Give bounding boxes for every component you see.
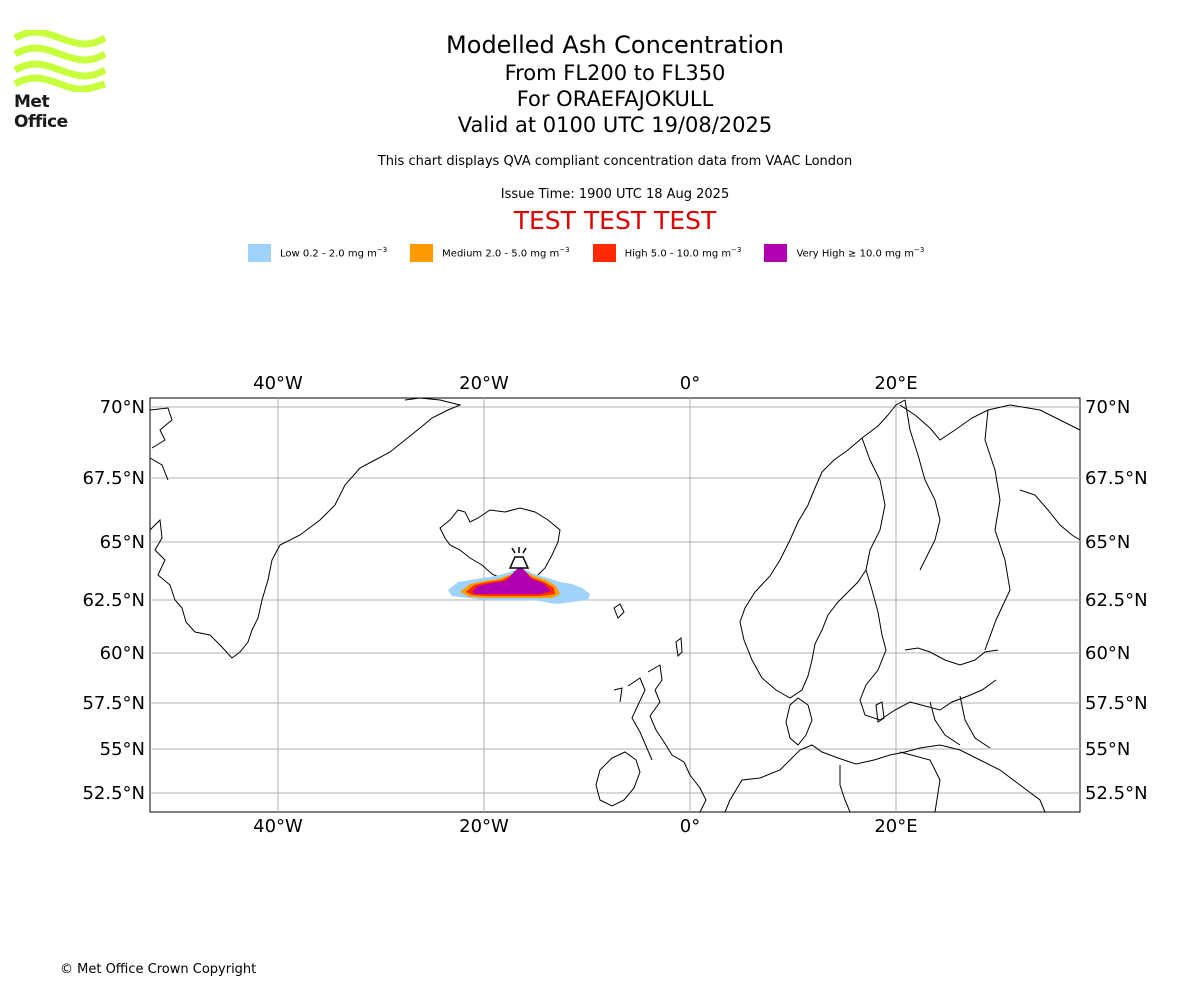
ash-map: 40°W 20°W 0° 20°E 40°W 20°W 0° 20°E 70°N… xyxy=(82,373,1148,837)
ash-very-high xyxy=(472,566,551,594)
map-panel: 40°W 20°W 0° 20°E 40°W 20°W 0° 20°E 70°N… xyxy=(0,360,1200,840)
coastline-greenland xyxy=(149,397,462,659)
lat-tick-right: 55°N xyxy=(1085,739,1130,760)
lon-tick-bottom: 0° xyxy=(680,816,700,837)
lat-tick-left: 67.5°N xyxy=(82,468,145,489)
flight-level-range: From FL200 to FL350 xyxy=(504,61,726,85)
volcano-icon xyxy=(508,547,530,569)
copyright-footer: © Met Office Crown Copyright xyxy=(60,962,257,977)
coastline-kola xyxy=(1019,489,1081,541)
legend-label: Very High ≥ 10.0 mg m−3 xyxy=(796,246,925,260)
met-office-logo: Met Office xyxy=(14,30,108,132)
issue-time: Issue Time: 1900 UTC 18 Aug 2025 xyxy=(500,187,730,202)
coastline-gotland xyxy=(875,701,885,723)
logo-text: Met Office xyxy=(14,92,68,132)
legend-swatch xyxy=(248,244,271,262)
legend-swatch xyxy=(592,244,616,262)
legend-item-very-high: Very High ≥ 10.0 mg m−3 xyxy=(764,244,924,262)
lon-tick-top: 40°W xyxy=(253,373,303,394)
legend-swatch xyxy=(410,244,434,262)
legend-swatch xyxy=(764,244,788,262)
coastline-faroe xyxy=(613,603,625,619)
coastline-great-britain xyxy=(613,664,707,813)
legend-label: Medium 2.0 - 5.0 mg m−3 xyxy=(442,246,570,260)
lon-tick-bottom: 20°W xyxy=(459,816,509,837)
gridlines xyxy=(150,398,1080,812)
legend-label: High 5.0 - 10.0 mg m−3 xyxy=(624,246,742,260)
chart-title: Modelled Ash Concentration xyxy=(446,31,784,59)
lon-tick-top: 20°W xyxy=(459,373,509,394)
lat-tick-right: 65°N xyxy=(1085,532,1130,553)
legend-item-high: High 5.0 - 10.0 mg m−3 xyxy=(592,244,742,262)
lat-tick-left: 70°N xyxy=(100,397,145,418)
lat-tick-left: 55°N xyxy=(100,739,145,760)
lat-tick-right: 57.5°N xyxy=(1085,693,1148,714)
lat-tick-right: 70°N xyxy=(1085,397,1130,418)
legend-item-low: Low 0.2 - 2.0 mg m−3 xyxy=(248,244,387,262)
lat-tick-right: 62.5°N xyxy=(1085,590,1148,611)
lat-tick-left: 62.5°N xyxy=(82,590,145,611)
lat-tick-left: 65°N xyxy=(100,532,145,553)
ash-cloud xyxy=(448,566,590,604)
chart-header: Modelled Ash Concentration From FL200 to… xyxy=(0,30,1200,235)
border-poland xyxy=(839,751,941,813)
coastlines xyxy=(149,397,1081,813)
lon-tick-top: 20°E xyxy=(874,373,917,394)
map-frame xyxy=(149,397,1081,813)
border-finland-russia xyxy=(984,409,1011,651)
lat-tick-left: 60°N xyxy=(100,643,145,664)
legend: Low 0.2 - 2.0 mg m−3 Medium 2.0 - 5.0 mg… xyxy=(248,244,924,262)
coastline-iceland xyxy=(439,507,561,583)
lat-tick-left: 57.5°N xyxy=(82,693,145,714)
met-office-waves-icon xyxy=(14,30,106,92)
test-banner: TEST TEST TEST xyxy=(513,206,717,235)
coastline-europe xyxy=(724,744,1046,813)
lon-tick-top: 0° xyxy=(680,373,700,394)
border-sweden-finland xyxy=(904,399,941,571)
volcano-name: For ORAEFAJOKULL xyxy=(516,87,714,111)
coastline-scandinavia xyxy=(739,399,906,699)
lat-tick-left: 52.5°N xyxy=(82,783,145,804)
coastline-ireland xyxy=(595,751,641,807)
lat-tick-right: 52.5°N xyxy=(1085,783,1148,804)
legend-label: Low 0.2 - 2.0 mg m−3 xyxy=(280,246,388,260)
lat-tick-right: 67.5°N xyxy=(1085,468,1148,489)
border-norway-sweden xyxy=(861,437,886,571)
legend-item-medium: Medium 2.0 - 5.0 mg m−3 xyxy=(410,244,570,262)
coastline-shetland xyxy=(675,637,683,658)
lon-tick-bottom: 40°W xyxy=(253,816,303,837)
coastline-baltic xyxy=(859,569,999,721)
coastline-finland xyxy=(899,404,1081,441)
border-baltics xyxy=(929,695,991,749)
valid-time: Valid at 0100 UTC 19/08/2025 xyxy=(457,113,773,137)
lon-tick-bottom: 20°E xyxy=(874,816,917,837)
coastline-denmark xyxy=(785,697,813,746)
lat-tick-right: 60°N xyxy=(1085,643,1130,664)
qva-note: This chart displays QVA compliant concen… xyxy=(377,154,853,169)
